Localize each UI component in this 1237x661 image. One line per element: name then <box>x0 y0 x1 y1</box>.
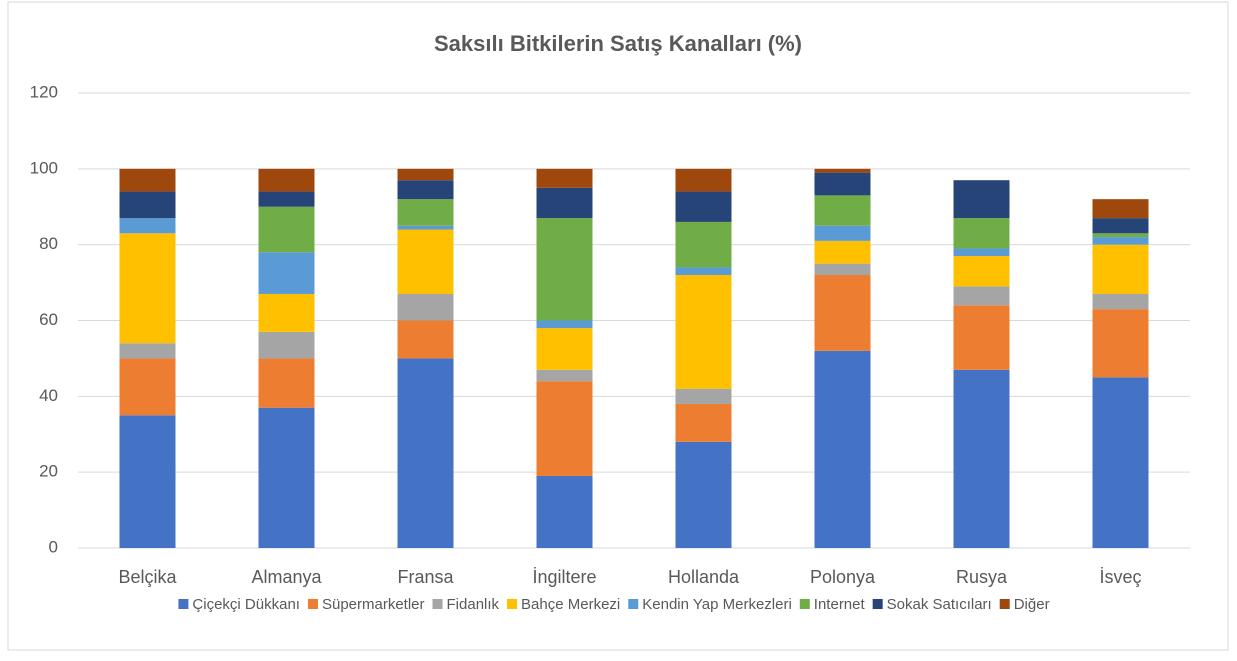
bar-segment <box>397 320 454 359</box>
bar-segment <box>675 403 732 442</box>
legend-label: Fidanlık <box>447 596 500 613</box>
legend-label: Süpermarketler <box>322 596 425 613</box>
bar-segment <box>675 267 732 275</box>
bar-segment <box>814 275 871 351</box>
bar-segment <box>1092 199 1149 219</box>
y-tick-label: 20 <box>39 462 58 481</box>
bar-segment <box>1092 218 1149 234</box>
x-tick-label: Hollanda <box>668 567 740 587</box>
y-tick-label: 60 <box>39 310 58 329</box>
legend-label: Çiçekçi Dükkanı <box>192 596 300 613</box>
bar-segment <box>953 180 1010 219</box>
bar-segment <box>675 221 732 268</box>
bar-segment <box>397 225 454 230</box>
bar-segment <box>1092 237 1149 245</box>
bar-segment <box>1092 293 1149 310</box>
bar-segment <box>1092 377 1149 548</box>
x-tick-label: Almanya <box>251 567 322 587</box>
chart-frame <box>7 1 1229 651</box>
bar-segment <box>536 168 593 188</box>
bar-segment <box>258 358 315 408</box>
bar-segment <box>536 328 593 370</box>
bar-segment <box>814 172 871 196</box>
legend-swatch <box>178 599 189 609</box>
bar-segment <box>814 168 871 173</box>
legend-swatch <box>628 599 639 609</box>
bar-segment <box>397 168 454 181</box>
y-tick-label: 120 <box>30 82 58 101</box>
legend-label: Diğer <box>1014 596 1050 613</box>
bar-segment <box>119 191 176 219</box>
x-tick-label: Belçika <box>118 567 177 587</box>
bar-segment <box>119 343 176 359</box>
y-tick-label: 80 <box>39 234 58 253</box>
bar-segment <box>1092 309 1149 378</box>
bar-segment <box>258 191 315 207</box>
bar-segment <box>953 286 1010 306</box>
legend-swatch <box>999 599 1010 609</box>
bar-segment <box>119 218 176 234</box>
bar-segment <box>258 252 315 294</box>
bar-segment <box>258 293 315 332</box>
y-tick-label: 0 <box>49 537 58 556</box>
x-tick-label: Fransa <box>397 567 454 587</box>
bar-segment <box>258 331 315 359</box>
bar-segment <box>814 263 871 275</box>
bar-segment <box>258 407 315 548</box>
bar-segment <box>258 168 315 192</box>
legend-label: Sokak Satıcıları <box>887 596 992 613</box>
y-tick-label: 40 <box>39 386 58 405</box>
bar-segment <box>953 248 1010 257</box>
bar-segment <box>1092 233 1149 238</box>
bar-segment <box>536 475 593 548</box>
bar-segment <box>1092 244 1149 294</box>
bar-segment <box>258 206 315 253</box>
bar-segment <box>675 275 732 389</box>
legend-swatch <box>507 599 518 609</box>
legend-swatch <box>799 599 810 609</box>
legend-swatch <box>872 599 883 609</box>
bar-segment <box>814 225 871 241</box>
x-tick-label: İngiltere <box>532 567 596 587</box>
legend-swatch <box>307 599 318 609</box>
bar-segment <box>814 240 871 264</box>
bar-segment <box>953 218 1010 249</box>
bar-segment <box>536 381 593 476</box>
bar-segment <box>953 369 1010 548</box>
bar-segment <box>675 168 732 192</box>
bar-segment <box>119 168 176 192</box>
bar-segment <box>953 256 1010 287</box>
legend-label: Internet <box>814 596 866 613</box>
bar-segment <box>536 320 593 329</box>
bar-segment <box>397 199 454 226</box>
bar-segment <box>397 358 454 548</box>
bar-segment <box>397 180 454 200</box>
bar-segment <box>397 229 454 294</box>
bar-segment <box>675 441 732 548</box>
bar-segment <box>119 415 176 548</box>
bar-segment <box>536 218 593 321</box>
bar-segment <box>119 233 176 344</box>
bar-segment <box>953 305 1010 370</box>
y-tick-label: 100 <box>30 158 58 177</box>
legend-swatch <box>432 599 443 609</box>
bar-segment <box>536 369 593 382</box>
bar-segment <box>536 187 593 219</box>
legend-label: Kendin Yap Merkezleri <box>642 596 792 613</box>
bar-segment <box>675 191 732 222</box>
bar-segment <box>119 358 176 416</box>
legend-label: Bahçe Merkezi <box>521 596 620 613</box>
x-tick-label: Polonya <box>810 567 876 587</box>
bar-segment <box>814 350 871 548</box>
bar-segment <box>675 388 732 404</box>
x-tick-label: Rusya <box>956 567 1008 587</box>
bar-segment <box>814 195 871 226</box>
chart-title: Saksılı Bitkilerin Satış Kanalları (%) <box>434 31 802 56</box>
x-tick-label: İsveç <box>1099 567 1141 587</box>
bar-segment <box>397 293 454 321</box>
